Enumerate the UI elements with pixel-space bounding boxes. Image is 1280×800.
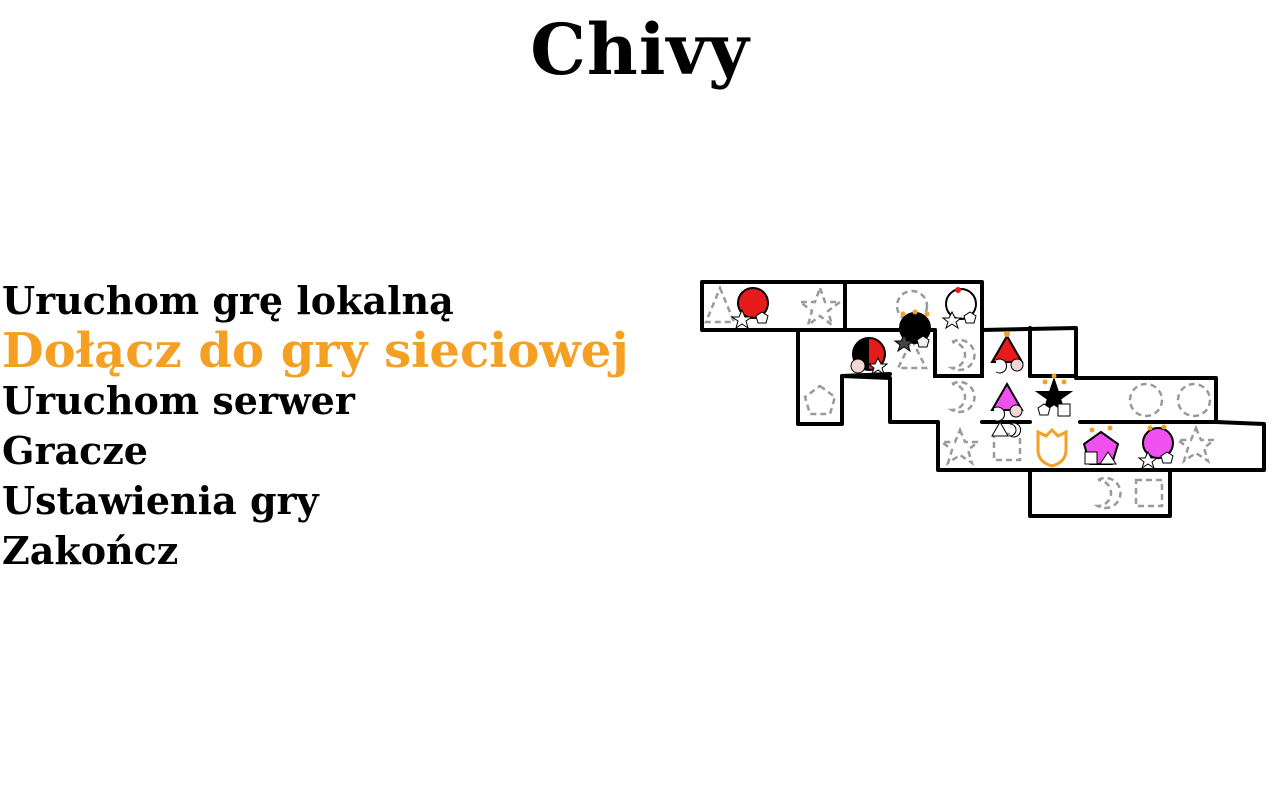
square-icon <box>1134 478 1164 508</box>
board-cells <box>700 280 1266 518</box>
menu-item-start-server[interactable]: Uruchom serwer <box>2 378 355 423</box>
crescent-icon <box>1093 476 1122 510</box>
triangle-icon <box>704 284 736 324</box>
red-black-piece <box>850 337 889 376</box>
board-preview <box>700 280 1266 518</box>
main-menu: Uruchom grę lokalną Dołącz do gry siecio… <box>2 276 629 576</box>
board-inner-lines <box>796 280 1218 472</box>
white-piece <box>941 287 977 330</box>
circle-icon <box>1176 382 1212 418</box>
shield-icon <box>1036 427 1068 468</box>
magenta-pentagon-piece <box>1082 425 1120 465</box>
star-icon <box>796 284 844 329</box>
menu-item-join-network[interactable]: Dołącz do gry sieciowej <box>2 323 629 379</box>
menu-item-quit[interactable]: Zakończ <box>2 528 179 573</box>
black-piece <box>893 309 931 353</box>
star-icon <box>938 426 982 466</box>
menu-item-players[interactable]: Gracze <box>2 428 148 473</box>
red-cone-piece <box>990 331 1024 374</box>
magenta-cone-piece <box>990 381 1024 438</box>
game-title: Chivy <box>530 8 750 91</box>
pentagon-icon <box>803 384 837 416</box>
crescent-icon <box>947 338 976 372</box>
black-star-piece <box>1034 373 1074 417</box>
red-piece <box>730 287 769 330</box>
circle-icon <box>1128 382 1164 418</box>
triangle-icon <box>895 337 929 370</box>
magenta-round-piece <box>1137 424 1174 470</box>
menu-item-game-settings[interactable]: Ustawienia gry <box>2 478 319 523</box>
menu-item-start-local[interactable]: Uruchom grę lokalną <box>2 278 454 323</box>
star-icon <box>1174 424 1218 464</box>
board-outline <box>700 280 1266 518</box>
crescent-icon <box>947 380 976 414</box>
